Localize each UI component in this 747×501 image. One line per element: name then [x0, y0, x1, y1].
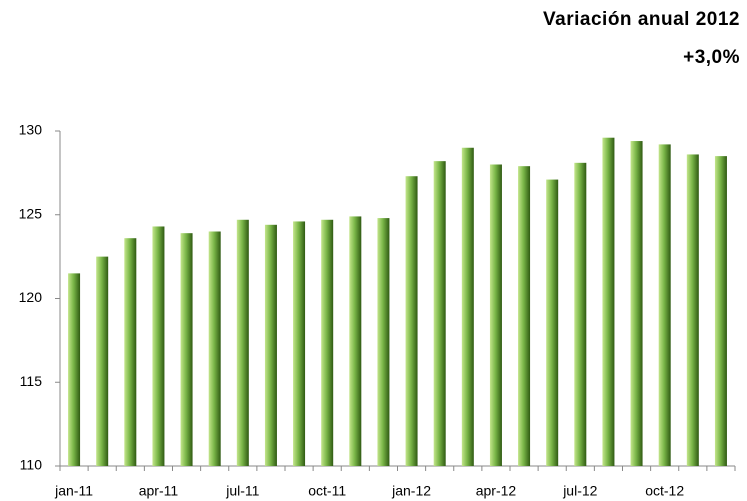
chart-subtitle: +3,0%: [683, 47, 740, 68]
y-tick-label: 115: [20, 373, 43, 389]
bar: [686, 154, 699, 466]
bar: [377, 218, 390, 466]
bar: [433, 161, 446, 466]
x-tick-label: jul-11: [225, 483, 259, 499]
y-tick-label: 125: [19, 205, 43, 221]
bar: [293, 221, 306, 466]
bar: [546, 179, 559, 466]
bar: [180, 233, 193, 466]
bar: [574, 162, 587, 466]
bar: [321, 219, 334, 466]
x-tick-label: jan-11: [54, 483, 93, 499]
x-tick-label: apr-12: [476, 483, 517, 499]
x-tick-label: oct-11: [308, 483, 346, 499]
bar: [208, 231, 221, 466]
chart-title: Variación anual 2012: [543, 9, 740, 30]
bar: [96, 256, 109, 466]
y-tick-label: 130: [19, 122, 43, 138]
y-tick-label: 110: [20, 457, 43, 473]
bar: [714, 156, 727, 466]
y-tick-label: 120: [19, 289, 43, 305]
bar: [602, 137, 615, 466]
bar: [68, 273, 81, 466]
x-tick-label: apr-11: [139, 483, 179, 499]
bar: [461, 147, 474, 466]
bar: [264, 224, 277, 466]
bar: [124, 238, 137, 466]
x-tick-label: jul-12: [562, 483, 597, 499]
x-tick-label: oct-12: [645, 483, 684, 499]
bar: [405, 176, 418, 466]
bar: [630, 141, 643, 467]
bar: [658, 144, 671, 466]
bar: [152, 226, 165, 466]
bar: [489, 164, 502, 466]
bar: [349, 216, 362, 466]
bar: [518, 166, 531, 467]
bar: [236, 219, 249, 466]
x-tick-label: jan-12: [391, 483, 431, 499]
